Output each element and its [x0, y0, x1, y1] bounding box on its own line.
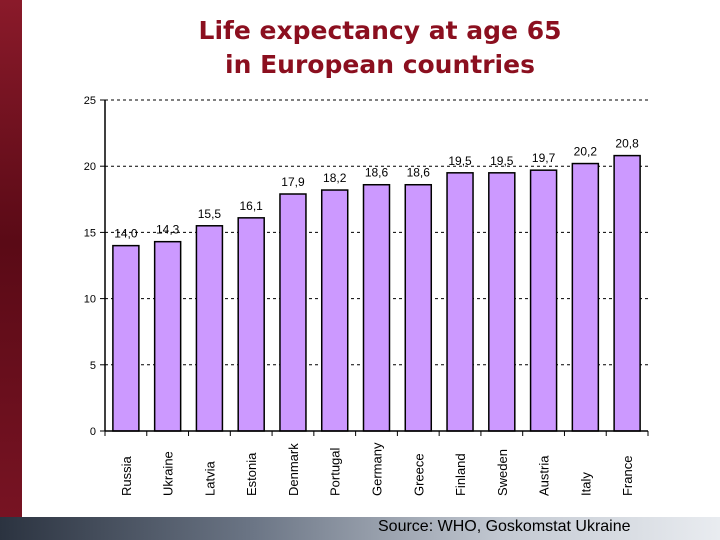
value-label: 18,6	[365, 166, 389, 180]
value-label: 16,1	[240, 199, 264, 213]
category-label: France	[620, 456, 635, 496]
value-label: 14,0	[114, 227, 138, 241]
value-label: 19,7	[532, 151, 556, 165]
category-label: Estonia	[244, 452, 259, 496]
bar-sweden	[488, 172, 516, 432]
bar-finland	[446, 172, 474, 432]
category-label: Portugal	[328, 447, 343, 496]
chart-title: Life expectancy at age 65 in European co…	[100, 14, 660, 82]
value-label: 17,9	[281, 175, 305, 189]
source-note: Source: WHO, Goskomstat Ukraine	[378, 518, 631, 535]
bar-greece	[404, 183, 433, 432]
axes	[100, 99, 649, 436]
bar-portugal	[320, 189, 349, 432]
title-line-1: Life expectancy at age 65	[198, 16, 562, 45]
category-label: Austria	[537, 455, 552, 496]
category-label: Finland	[453, 453, 468, 496]
value-label: 19,5	[490, 154, 514, 168]
bar-ukraine	[153, 240, 182, 432]
bar-denmark	[279, 193, 307, 432]
y-tick-label: 25	[84, 95, 96, 107]
y-tick-label: 15	[84, 227, 96, 239]
value-label: 20,2	[574, 145, 598, 159]
category-label: Greece	[411, 453, 426, 496]
category-label: Ukraine	[161, 451, 176, 496]
y-tick-label: 20	[84, 161, 96, 173]
value-label: 18,6	[407, 166, 431, 180]
bar-austria	[529, 169, 558, 432]
value-label: 18,2	[323, 171, 347, 185]
category-label: Denmark	[286, 443, 301, 496]
bar-france	[613, 154, 641, 432]
category-label: Russia	[119, 455, 134, 496]
value-label: 20,8	[615, 137, 639, 151]
bars	[112, 154, 641, 432]
bar-estonia	[237, 217, 265, 432]
category-label: Latvia	[202, 461, 217, 496]
category-label: Germany	[370, 442, 385, 496]
value-label: 19,5	[448, 154, 472, 168]
bar-italy	[571, 162, 600, 432]
title-line-2: in European countries	[225, 50, 535, 79]
value-label: 15,5	[198, 207, 222, 221]
y-tick-label: 0	[90, 426, 96, 438]
y-tick-label: 10	[84, 294, 96, 306]
left-decorative-bar	[0, 0, 22, 540]
bar-latvia	[195, 225, 224, 432]
category-label: Sweden	[495, 449, 510, 496]
category-label: Italy	[578, 472, 593, 496]
bar-russia	[112, 244, 140, 432]
y-tick-label: 5	[90, 360, 96, 372]
value-label: 14,3	[156, 223, 180, 237]
bar-germany	[362, 183, 391, 432]
bottom-decorative-bar	[0, 517, 720, 540]
labels: 0 5 10 15 20 25 14,0 Russia 14,3 Ukraine 15,5 Latvi…	[84, 95, 639, 496]
